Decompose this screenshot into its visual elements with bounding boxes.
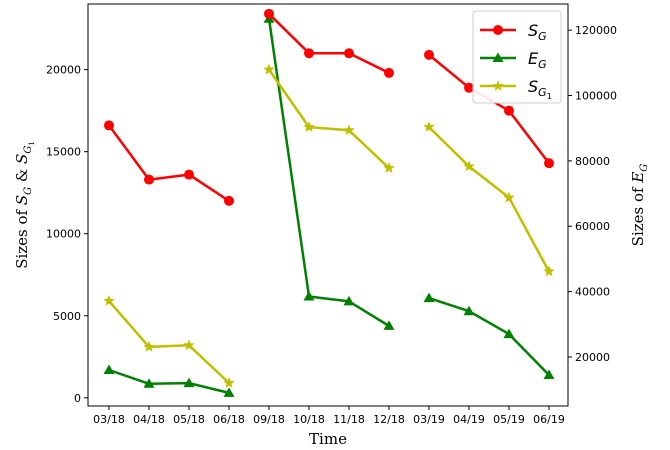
x-tick-label: 11/18 (333, 413, 365, 426)
point-sg1 (383, 162, 395, 173)
point-sg (504, 105, 514, 116)
x-tick-label: 04/18 (133, 413, 165, 426)
point-eg (463, 305, 475, 316)
x-tick-label: 06/19 (533, 413, 565, 426)
series-line-eg (108, 368, 230, 395)
y-right-tick-label: 100000 (575, 90, 617, 103)
point-eg (223, 387, 235, 397)
legend-label-sg: SG (528, 21, 547, 43)
point-sg (344, 48, 354, 59)
point-eg (303, 291, 315, 301)
point-sg1 (183, 339, 195, 351)
x-tick-label: 05/18 (173, 413, 205, 426)
point-sg1 (143, 340, 155, 352)
point-eg (143, 378, 155, 388)
point-sg1 (503, 191, 515, 203)
series-line-sg (107, 124, 230, 202)
y-right-tick-label: 80000 (575, 155, 610, 168)
series-line-sg (268, 12, 390, 75)
series-line-sg1 (108, 300, 230, 384)
point-sg (184, 169, 194, 180)
y-right-tick-label: 40000 (575, 286, 610, 299)
x-axis-title: Time (309, 430, 347, 448)
point-sg (224, 195, 234, 206)
legend: SG EG SG1 (472, 10, 562, 104)
y-left-tick-label: 10000 (46, 228, 81, 241)
point-sg1 (543, 265, 555, 277)
point-sg (104, 120, 114, 131)
y-axis-right-title: Sizes of EG (629, 164, 650, 247)
series-line-eg (428, 296, 550, 376)
point-sg1 (223, 377, 235, 388)
y-left-tick-label: 20000 (46, 64, 81, 77)
x-tick-label: 04/19 (453, 413, 485, 426)
point-sg (304, 48, 314, 59)
point-sg1 (263, 63, 275, 75)
y-left-tick-label: 15000 (46, 146, 81, 159)
y-left-tick-label: 0 (74, 392, 81, 405)
point-sg1 (463, 160, 475, 172)
point-eg (343, 295, 355, 306)
x-tick-label: 10/18 (293, 413, 325, 426)
plot-marks: 03/18 04/18 05/18 06/18 09/18 10/18 11/18 12/18… (46, 8, 617, 426)
legend-label-sg1: SG1 (528, 77, 552, 101)
y-right-tick-label: 60000 (575, 220, 610, 233)
x-tick-label: 03/18 (93, 413, 125, 426)
point-sg (464, 82, 474, 93)
y-left-tick-label: 5000 (53, 310, 81, 323)
point-sg1 (303, 121, 315, 132)
x-tick-label: 03/19 (413, 413, 445, 426)
series-line-sg1 (428, 126, 551, 273)
legend-marker-eg (492, 52, 504, 62)
x-tick-label: 09/18 (253, 413, 285, 426)
point-eg (423, 292, 435, 303)
x-tick-label: 05/19 (493, 413, 525, 426)
x-tick-label: 12/18 (373, 413, 405, 426)
y-right-tick-label: 120000 (575, 24, 617, 37)
series-line-eg (267, 18, 390, 327)
point-eg (183, 377, 195, 388)
point-sg1 (423, 121, 435, 132)
point-eg (383, 320, 395, 330)
point-eg (503, 328, 515, 339)
series-line-sg1 (267, 68, 390, 170)
point-sg (424, 49, 434, 60)
x-tick-label: 06/18 (213, 413, 245, 426)
legend-marker-sg (493, 25, 503, 35)
legend-marker-sg1 (492, 80, 504, 91)
point-eg (543, 369, 555, 379)
y-axis-left-title: Sizes of SG & SG1 (13, 141, 36, 269)
y-right-tick-label: 20000 (575, 351, 610, 364)
point-sg (544, 158, 554, 169)
point-sg (384, 67, 394, 78)
point-sg1 (103, 295, 115, 306)
point-sg (264, 8, 274, 19)
legend-label-eg: EG (528, 49, 547, 71)
point-eg (103, 364, 115, 375)
point-sg1 (343, 124, 355, 136)
point-sg (144, 174, 154, 185)
plot-area-frame (87, 3, 569, 407)
